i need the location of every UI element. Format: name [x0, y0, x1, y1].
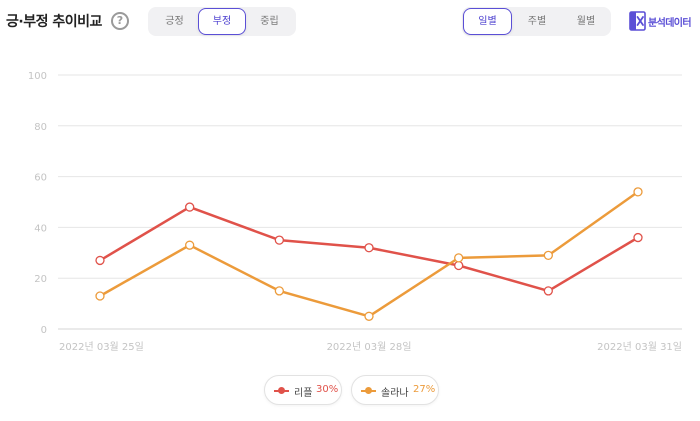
tab-weekly[interactable]: 주별	[527, 16, 547, 27]
data-point	[274, 235, 284, 245]
legend-item-series-2[interactable]: 솔라나 27%	[351, 375, 439, 405]
legend-series-share: 30%	[316, 384, 339, 395]
series-line-2	[99, 190, 639, 318]
y-tick-label: 0	[41, 325, 47, 336]
chart-title: 긍·부정 추이비교	[6, 14, 102, 30]
x-tick-label: 2022년 03월 31일	[597, 341, 682, 353]
data-point	[95, 291, 105, 301]
data-point	[543, 250, 553, 260]
data-point	[543, 286, 553, 296]
tab-monthly[interactable]: 월별	[576, 16, 596, 27]
export-data-button[interactable]: 분석데이터	[629, 11, 699, 31]
chart-header: 긍·부정 추이비교 ? 긍정 부정 중립 일별 주별 월별 분석데이터	[0, 0, 700, 44]
y-tick-label: 80	[34, 122, 47, 133]
help-icon[interactable]: ?	[111, 12, 129, 30]
y-tick-label: 40	[34, 223, 47, 234]
y-tick-label: 100	[28, 71, 47, 82]
data-point	[364, 243, 374, 253]
legend-series-name: 솔라나	[381, 388, 409, 399]
data-point	[274, 286, 284, 296]
period-toggle: 일별 주별 월별	[462, 7, 611, 36]
x-tick-label: 2022년 03월 28일	[327, 341, 412, 353]
data-point	[95, 255, 105, 266]
data-point	[185, 202, 195, 212]
legend-series-share: 27%	[413, 384, 436, 395]
x-tick-label: 2022년 03월 25일	[59, 341, 144, 353]
line-chart: 0 20 40 60 80 100 2022년 03월 25일 2022년 03월 28일 20…	[28, 71, 682, 353]
data-point	[633, 232, 643, 243]
legend-series-name: 리플	[294, 388, 313, 399]
data-point	[454, 260, 464, 271]
y-tick-label: 20	[34, 274, 47, 285]
excel-icon	[629, 11, 646, 31]
tab-neutral[interactable]: 중립	[260, 16, 279, 27]
tab-positive[interactable]: 긍정	[165, 16, 184, 27]
sentiment-toggle: 긍정 부정 중립	[148, 7, 296, 36]
tab-daily[interactable]: 일별	[463, 8, 512, 35]
legend-item-series-1[interactable]: 리플 30%	[264, 375, 342, 405]
data-point	[454, 253, 464, 263]
tab-negative[interactable]: 부정	[198, 8, 246, 35]
legend-dot-marker	[278, 387, 285, 394]
data-point	[364, 311, 374, 321]
data-point	[633, 187, 643, 197]
export-data-label: 분석데이터	[648, 18, 692, 29]
data-point	[185, 240, 195, 250]
legend-dot-marker	[365, 387, 372, 394]
y-tick-label: 60	[34, 173, 47, 184]
